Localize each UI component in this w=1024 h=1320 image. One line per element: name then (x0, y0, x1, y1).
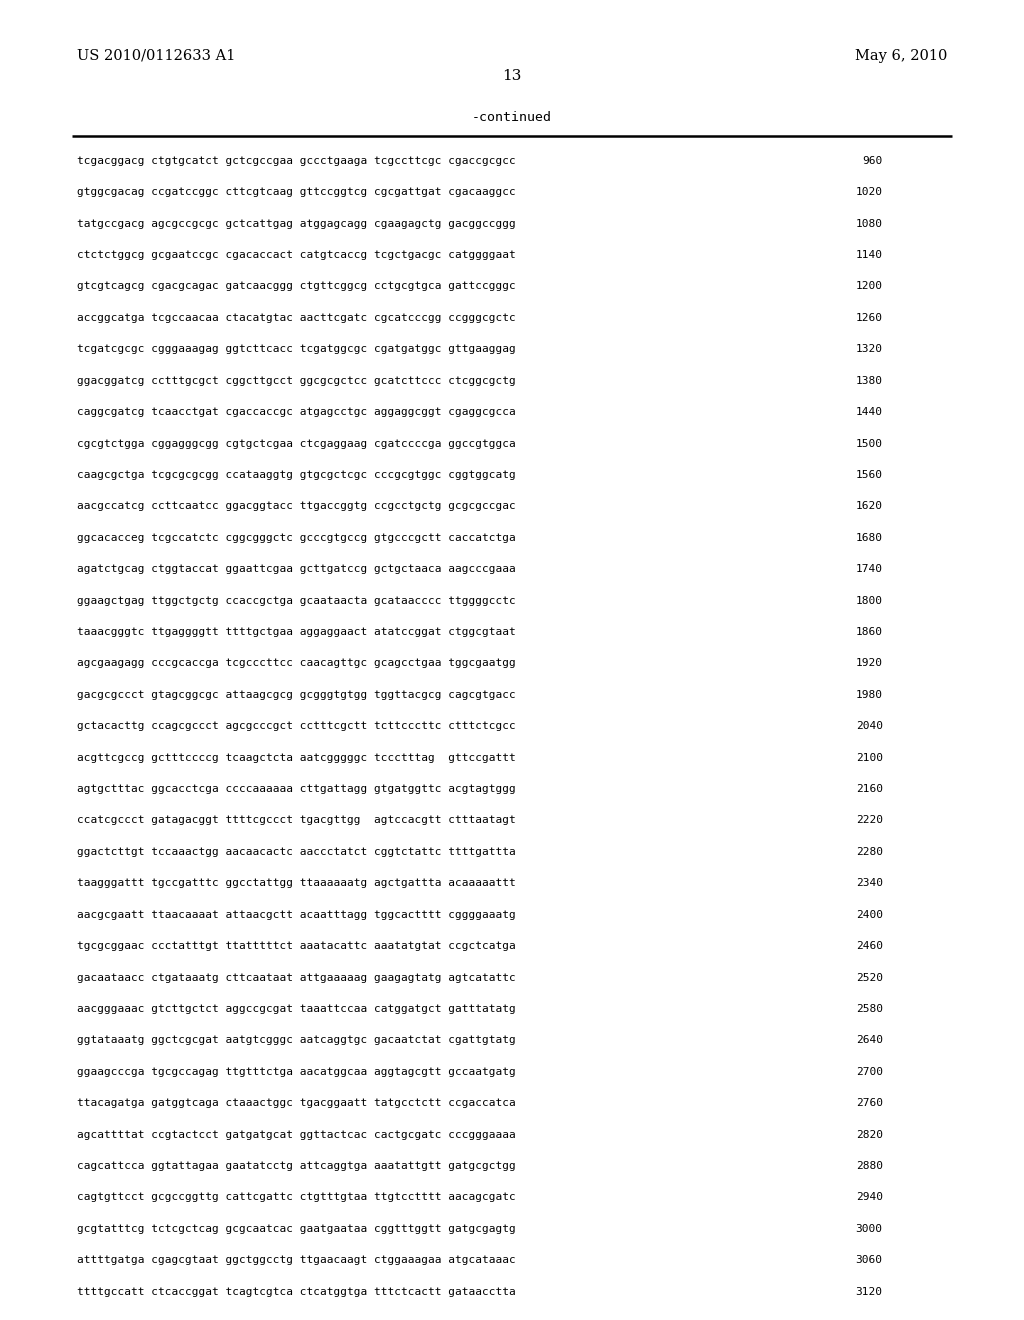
Text: agcgaagagg cccgcaccga tcgcccttcc caacagttgc gcagcctgaa tggcgaatgg: agcgaagagg cccgcaccga tcgcccttcc caacagt… (77, 659, 515, 668)
Text: 1680: 1680 (856, 533, 883, 543)
Text: gtcgtcagcg cgacgcagac gatcaacggg ctgttcggcg cctgcgtgca gattccgggc: gtcgtcagcg cgacgcagac gatcaacggg ctgttcg… (77, 281, 515, 292)
Text: 2340: 2340 (856, 878, 883, 888)
Text: 2940: 2940 (856, 1192, 883, 1203)
Text: ggaagctgag ttggctgctg ccaccgctga gcaataacta gcataacccc ttggggcctc: ggaagctgag ttggctgctg ccaccgctga gcaataa… (77, 595, 515, 606)
Text: 1320: 1320 (856, 345, 883, 354)
Text: acgttcgccg gctttccccg tcaagctcta aatcgggggc tccctttag  gttccgattt: acgttcgccg gctttccccg tcaagctcta aatcggg… (77, 752, 515, 763)
Text: 2100: 2100 (856, 752, 883, 763)
Text: 3060: 3060 (856, 1255, 883, 1266)
Text: 1620: 1620 (856, 502, 883, 511)
Text: gcgtatttcg tctcgctcag gcgcaatcac gaatgaataa cggtttggtt gatgcgagtg: gcgtatttcg tctcgctcag gcgcaatcac gaatgaa… (77, 1224, 515, 1234)
Text: 1140: 1140 (856, 249, 883, 260)
Text: gacgcgccct gtagcggcgc attaagcgcg gcgggtgtgg tggttacgcg cagcgtgacc: gacgcgccct gtagcggcgc attaagcgcg gcgggtg… (77, 690, 515, 700)
Text: -continued: -continued (472, 111, 552, 124)
Text: ctctctggcg gcgaatccgc cgacaccact catgtcaccg tcgctgacgc catggggaat: ctctctggcg gcgaatccgc cgacaccact catgtca… (77, 249, 515, 260)
Text: ggacggatcg cctttgcgct cggcttgcct ggcgcgctcc gcatcttccc ctcggcgctg: ggacggatcg cctttgcgct cggcttgcct ggcgcgc… (77, 376, 515, 385)
Text: ggactcttgt tccaaactgg aacaacactc aaccctatct cggtctattc ttttgattta: ggactcttgt tccaaactgg aacaacactc aacccta… (77, 847, 515, 857)
Text: 2280: 2280 (856, 847, 883, 857)
Text: 1560: 1560 (856, 470, 883, 480)
Text: 1200: 1200 (856, 281, 883, 292)
Text: agtgctttac ggcacctcga ccccaaaaaa cttgattagg gtgatggttc acgtagtggg: agtgctttac ggcacctcga ccccaaaaaa cttgatt… (77, 784, 515, 795)
Text: cagtgttcct gcgccggttg cattcgattc ctgtttgtaa ttgtcctttt aacagcgatc: cagtgttcct gcgccggttg cattcgattc ctgtttg… (77, 1192, 515, 1203)
Text: agcattttat ccgtactcct gatgatgcat ggttactcac cactgcgatc cccgggaaaa: agcattttat ccgtactcct gatgatgcat ggttact… (77, 1130, 515, 1139)
Text: 1440: 1440 (856, 407, 883, 417)
Text: tatgccgacg agcgccgcgc gctcattgag atggagcagg cgaagagctg gacggccggg: tatgccgacg agcgccgcgc gctcattgag atggagc… (77, 219, 515, 228)
Text: 2520: 2520 (856, 973, 883, 982)
Text: ggcacacceg tcgccatctc cggcgggctc gcccgtgccg gtgcccgctt caccatctga: ggcacacceg tcgccatctc cggcgggctc gcccgtg… (77, 533, 515, 543)
Text: caagcgctga tcgcgcgcgg ccataaggtg gtgcgctcgc cccgcgtggc cggtggcatg: caagcgctga tcgcgcgcgg ccataaggtg gtgcgct… (77, 470, 515, 480)
Text: 3120: 3120 (856, 1287, 883, 1296)
Text: 1380: 1380 (856, 376, 883, 385)
Text: 1500: 1500 (856, 438, 883, 449)
Text: 2460: 2460 (856, 941, 883, 952)
Text: cagcattcca ggtattagaa gaatatcctg attcaggtga aaatattgtt gatgcgctgg: cagcattcca ggtattagaa gaatatcctg attcagg… (77, 1162, 515, 1171)
Text: 1980: 1980 (856, 690, 883, 700)
Text: 2700: 2700 (856, 1067, 883, 1077)
Text: agatctgcag ctggtaccat ggaattcgaa gcttgatccg gctgctaaca aagcccgaaa: agatctgcag ctggtaccat ggaattcgaa gcttgat… (77, 564, 515, 574)
Text: 2820: 2820 (856, 1130, 883, 1139)
Text: 2160: 2160 (856, 784, 883, 795)
Text: 960: 960 (862, 156, 883, 166)
Text: ttttgccatt ctcaccggat tcagtcgtca ctcatggtga tttctcactt gataacctta: ttttgccatt ctcaccggat tcagtcgtca ctcatgg… (77, 1287, 515, 1296)
Text: ggtataaatg ggctcgcgat aatgtcgggc aatcaggtgc gacaatctat cgattgtatg: ggtataaatg ggctcgcgat aatgtcgggc aatcagg… (77, 1035, 515, 1045)
Text: 2220: 2220 (856, 816, 883, 825)
Text: tgcgcggaac ccctatttgt ttatttttct aaatacattc aaatatgtat ccgctcatga: tgcgcggaac ccctatttgt ttatttttct aaataca… (77, 941, 515, 952)
Text: 2760: 2760 (856, 1098, 883, 1109)
Text: ggaagcccga tgcgccagag ttgtttctga aacatggcaa aggtagcgtt gccaatgatg: ggaagcccga tgcgccagag ttgtttctga aacatgg… (77, 1067, 515, 1077)
Text: taaacgggtc ttgaggggtt ttttgctgaa aggaggaact atatccggat ctggcgtaat: taaacgggtc ttgaggggtt ttttgctgaa aggagga… (77, 627, 515, 638)
Text: tcgatcgcgc cgggaaagag ggtcttcacc tcgatggcgc cgatgatggc gttgaaggag: tcgatcgcgc cgggaaagag ggtcttcacc tcgatgg… (77, 345, 515, 354)
Text: gctacacttg ccagcgccct agcgcccgct cctttcgctt tcttcccttc ctttctcgcc: gctacacttg ccagcgccct agcgcccgct cctttcg… (77, 721, 515, 731)
Text: 2400: 2400 (856, 909, 883, 920)
Text: 2040: 2040 (856, 721, 883, 731)
Text: accggcatga tcgccaacaa ctacatgtac aacttcgatc cgcatcccgg ccgggcgctc: accggcatga tcgccaacaa ctacatgtac aacttcg… (77, 313, 515, 323)
Text: gtggcgacag ccgatccggc cttcgtcaag gttccggtcg cgcgattgat cgacaaggcc: gtggcgacag ccgatccggc cttcgtcaag gttccgg… (77, 187, 515, 197)
Text: 2580: 2580 (856, 1005, 883, 1014)
Text: taagggattt tgccgatttc ggcctattgg ttaaaaaatg agctgattta acaaaaattt: taagggattt tgccgatttc ggcctattgg ttaaaaa… (77, 878, 515, 888)
Text: 1740: 1740 (856, 564, 883, 574)
Text: 1020: 1020 (856, 187, 883, 197)
Text: ccatcgccct gatagacggt ttttcgccct tgacgttgg  agtccacgtt ctttaatagt: ccatcgccct gatagacggt ttttcgccct tgacgtt… (77, 816, 515, 825)
Text: 3000: 3000 (856, 1224, 883, 1234)
Text: aacgccatcg ccttcaatcc ggacggtacc ttgaccggtg ccgcctgctg gcgcgccgac: aacgccatcg ccttcaatcc ggacggtacc ttgaccg… (77, 502, 515, 511)
Text: 1800: 1800 (856, 595, 883, 606)
Text: ttacagatga gatggtcaga ctaaactggc tgacggaatt tatgcctctt ccgaccatca: ttacagatga gatggtcaga ctaaactggc tgacgga… (77, 1098, 515, 1109)
Text: aacgcgaatt ttaacaaaat attaacgctt acaatttagg tggcactttt cggggaaatg: aacgcgaatt ttaacaaaat attaacgctt acaattt… (77, 909, 515, 920)
Text: 2880: 2880 (856, 1162, 883, 1171)
Text: 1860: 1860 (856, 627, 883, 638)
Text: tcgacggacg ctgtgcatct gctcgccgaa gccctgaaga tcgccttcgc cgaccgcgcc: tcgacggacg ctgtgcatct gctcgccgaa gccctga… (77, 156, 515, 166)
Text: cgcgtctgga cggagggcgg cgtgctcgaa ctcgaggaag cgatccccga ggccgtggca: cgcgtctgga cggagggcgg cgtgctcgaa ctcgagg… (77, 438, 515, 449)
Text: 13: 13 (503, 69, 521, 83)
Text: aacgggaaac gtcttgctct aggccgcgat taaattccaa catggatgct gatttatatg: aacgggaaac gtcttgctct aggccgcgat taaattc… (77, 1005, 515, 1014)
Text: 2640: 2640 (856, 1035, 883, 1045)
Text: gacaataacc ctgataaatg cttcaataat attgaaaaag gaagagtatg agtcatattc: gacaataacc ctgataaatg cttcaataat attgaaa… (77, 973, 515, 982)
Text: May 6, 2010: May 6, 2010 (855, 49, 947, 63)
Text: 1920: 1920 (856, 659, 883, 668)
Text: caggcgatcg tcaacctgat cgaccaccgc atgagcctgc aggaggcggt cgaggcgcca: caggcgatcg tcaacctgat cgaccaccgc atgagcc… (77, 407, 515, 417)
Text: attttgatga cgagcgtaat ggctggcctg ttgaacaagt ctggaaagaa atgcataaac: attttgatga cgagcgtaat ggctggcctg ttgaaca… (77, 1255, 515, 1266)
Text: 1080: 1080 (856, 219, 883, 228)
Text: US 2010/0112633 A1: US 2010/0112633 A1 (77, 49, 236, 63)
Text: 1260: 1260 (856, 313, 883, 323)
